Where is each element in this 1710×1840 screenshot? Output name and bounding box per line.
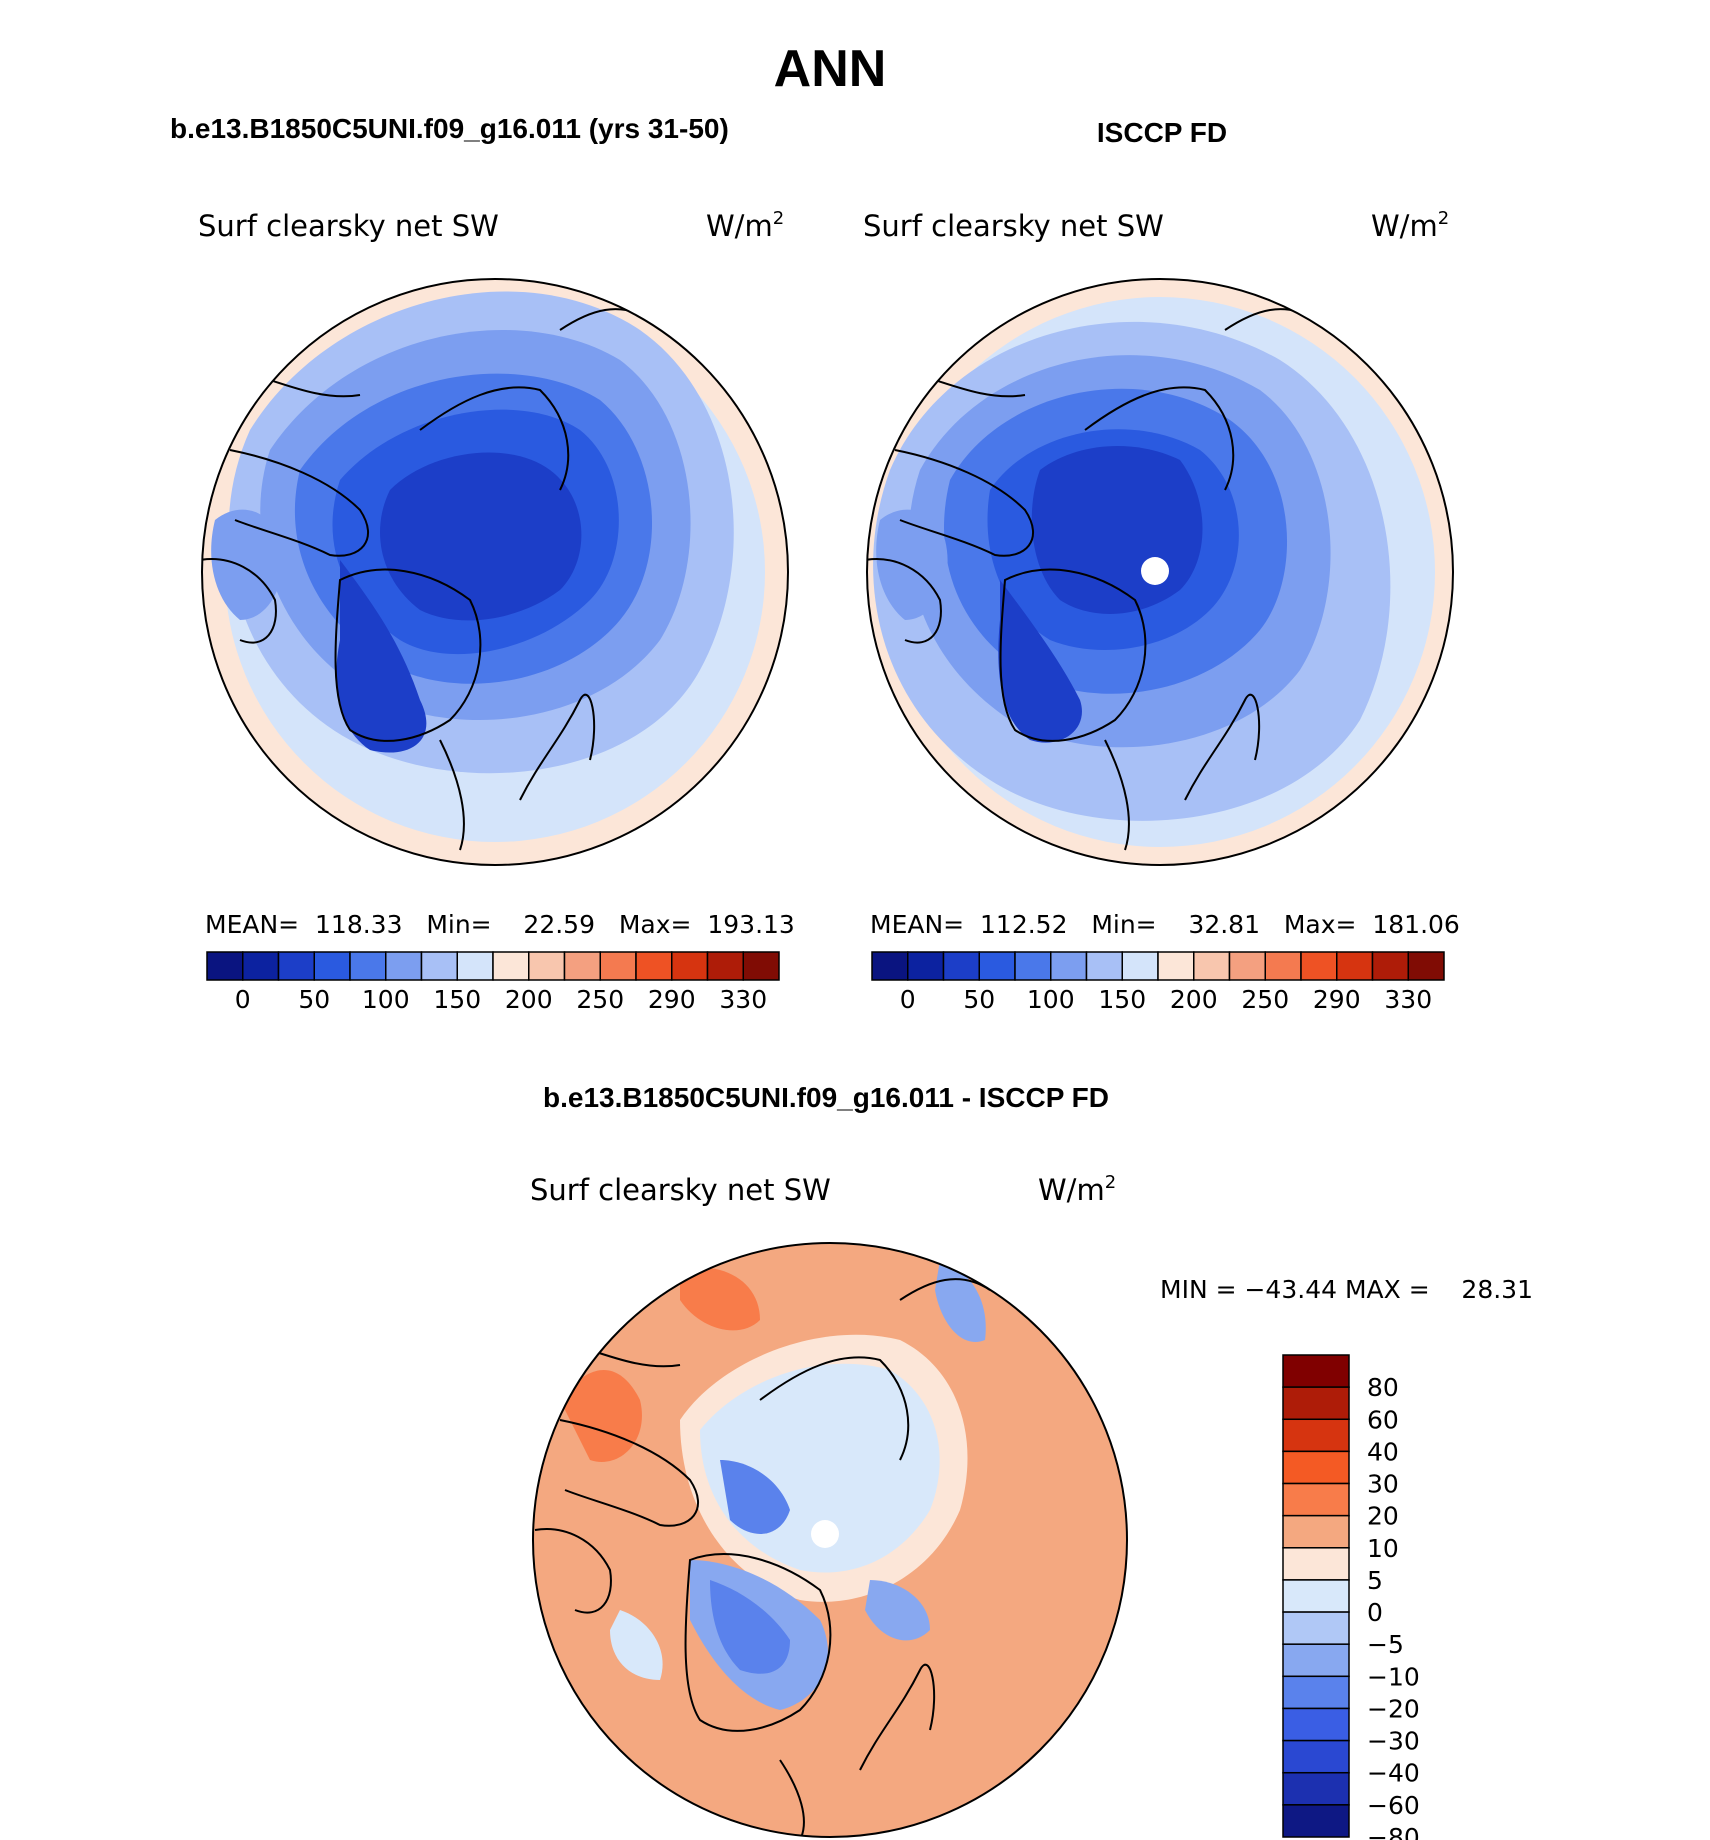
obs-colorbar-box (1121, 951, 1159, 981)
obs-colorbar-box (1085, 951, 1123, 981)
model-colorbar-box (349, 951, 387, 981)
model-colorbar-box (456, 951, 494, 981)
obs-colorbar-tick-label: 200 (1170, 985, 1218, 1014)
model-colorbar-box (706, 951, 744, 981)
obs-colorbar-tick-label: 50 (963, 985, 995, 1014)
diff-colorbar-tick-label: −30 (1367, 1727, 1420, 1756)
model-colorbar-box (528, 951, 566, 981)
model-colorbar-tick-label: 250 (576, 985, 624, 1014)
diff-colorbar-box (1282, 1739, 1350, 1774)
obs-colorbar-box (1228, 951, 1266, 981)
diff-colorbar-box (1282, 1418, 1350, 1453)
diff-colorbar-box (1282, 1675, 1350, 1710)
diff-colorbar-tick-label: 60 (1367, 1405, 1399, 1434)
obs-colorbar-box (871, 951, 909, 981)
diff-colorbar-box (1282, 1707, 1350, 1742)
diff-colorbar-tick-label: −20 (1367, 1694, 1420, 1723)
model-colorbar-box (635, 951, 673, 981)
model-colorbar-box (206, 951, 244, 981)
diff-colorbar-box (1282, 1771, 1350, 1806)
diff-colorbar-box (1282, 1611, 1350, 1645)
diff-colorbar-box (1282, 1643, 1350, 1678)
obs-colorbar: 0 50 100 150 200 250 290 330 (871, 951, 1445, 1014)
diff-colorbar-box (1282, 1547, 1350, 1581)
obs-colorbar-tick-label: 330 (1384, 985, 1432, 1014)
diff-colorbar-box (1282, 1482, 1350, 1517)
diff-colorbar-tick-label: −80 (1367, 1823, 1420, 1840)
model-colorbar-tick-label: 50 (298, 985, 330, 1014)
model-case-title: b.e13.B1850C5UNI.f09_g16.011 (yrs 31-50) (170, 113, 729, 144)
diff-colorbar-box (1282, 1514, 1350, 1549)
model-colorbar-tick-label: 290 (648, 985, 696, 1014)
diff-colorbar-tick-label: −40 (1367, 1759, 1420, 1788)
diff-colorbar-box (1282, 1354, 1350, 1388)
diff-stats: MIN = −43.44 MAX = 28.31 (1160, 1275, 1533, 1304)
obs-colorbar-box (1050, 951, 1088, 981)
model-colorbar-box (599, 951, 637, 981)
figure-title: ANN (774, 40, 887, 98)
model-colorbar-tick-label: 200 (505, 985, 553, 1014)
diff-colorbar-tick-label: 5 (1367, 1566, 1383, 1595)
model-polar-map (201, 278, 789, 866)
obs-colorbar-box (1157, 951, 1195, 981)
diff-units-label: W/m2 (1038, 1172, 1116, 1207)
obs-variable-label: Surf clearsky net SW (863, 209, 1164, 243)
model-colorbar-tick-label: 330 (719, 985, 767, 1014)
obs-colorbar-box (1336, 951, 1374, 981)
diff-colorbar-tick-label: −10 (1367, 1662, 1420, 1691)
obs-colorbar-tick-label: 150 (1098, 985, 1146, 1014)
diff-variable-label: Surf clearsky net SW (530, 1173, 831, 1207)
diff-colorbar-tick-label: 0 (1367, 1598, 1383, 1627)
obs-colorbar-box (1014, 951, 1052, 981)
obs-colorbar-box (942, 951, 980, 981)
obs-polar-map (866, 278, 1454, 866)
model-colorbar-box (420, 951, 458, 981)
model-colorbar-box (742, 951, 780, 981)
model-colorbar-tick-label: 0 (235, 985, 251, 1014)
model-colorbar-box (492, 951, 530, 981)
diff-colorbar-box (1282, 1579, 1350, 1613)
obs-colorbar-tick-label: 250 (1241, 985, 1289, 1014)
diff-colorbar-box (1282, 1804, 1350, 1838)
model-colorbar-tick-label: 100 (362, 985, 410, 1014)
model-colorbar-box (313, 951, 351, 981)
model-units-label: W/m2 (706, 208, 784, 243)
diff-colorbar-tick-label: 30 (1367, 1470, 1399, 1499)
diff-colorbar-tick-label: −5 (1367, 1630, 1404, 1659)
diff-colorbar-tick-label: 40 (1367, 1437, 1399, 1466)
obs-colorbar-box (1193, 951, 1231, 981)
obs-colorbar-box (1300, 951, 1338, 981)
obs-colorbar-box (1371, 951, 1409, 981)
obs-colorbar-box (1407, 951, 1445, 981)
diff-colorbar: 80 60 40 30 20 10 5 0 −5 −10 −20 −30 −40 −60 −80 (1282, 1354, 1420, 1840)
obs-units-label: W/m2 (1371, 208, 1449, 243)
diff-colorbar-tick-label: 20 (1367, 1502, 1399, 1531)
diff-colorbar-box (1282, 1386, 1350, 1421)
model-colorbar-box (671, 951, 709, 981)
obs-dataset-title: ISCCP FD (1097, 117, 1227, 148)
obs-colorbar-box (978, 951, 1016, 981)
model-colorbar-box (563, 951, 601, 981)
diff-colorbar-tick-label: 80 (1367, 1373, 1399, 1402)
obs-colorbar-tick-label: 290 (1313, 985, 1361, 1014)
obs-colorbar-box (1264, 951, 1302, 981)
model-variable-label: Surf clearsky net SW (198, 209, 499, 243)
model-colorbar: 0 50 100 150 200 250 290 330 (206, 951, 780, 1014)
model-colorbar-box (242, 951, 280, 981)
model-colorbar-box (277, 951, 315, 981)
diff-colorbar-tick-label: 10 (1367, 1534, 1399, 1563)
obs-stats: MEAN= 112.52 Min= 32.81 Max= 181.06 (870, 910, 1460, 939)
diff-colorbar-tick-label: −60 (1367, 1791, 1420, 1820)
obs-colorbar-tick-label: 100 (1027, 985, 1075, 1014)
model-stats: MEAN= 118.33 Min= 22.59 Max= 193.13 (205, 910, 795, 939)
model-colorbar-box (385, 951, 423, 981)
difference-title: b.e13.B1850C5UNI.f09_g16.011 - ISCCP FD (543, 1082, 1109, 1113)
obs-colorbar-tick-label: 0 (900, 985, 916, 1014)
model-colorbar-tick-label: 150 (433, 985, 481, 1014)
obs-colorbar-box (907, 951, 945, 981)
diff-colorbar-box (1282, 1450, 1350, 1485)
diff-polar-map (532, 1242, 1128, 1838)
